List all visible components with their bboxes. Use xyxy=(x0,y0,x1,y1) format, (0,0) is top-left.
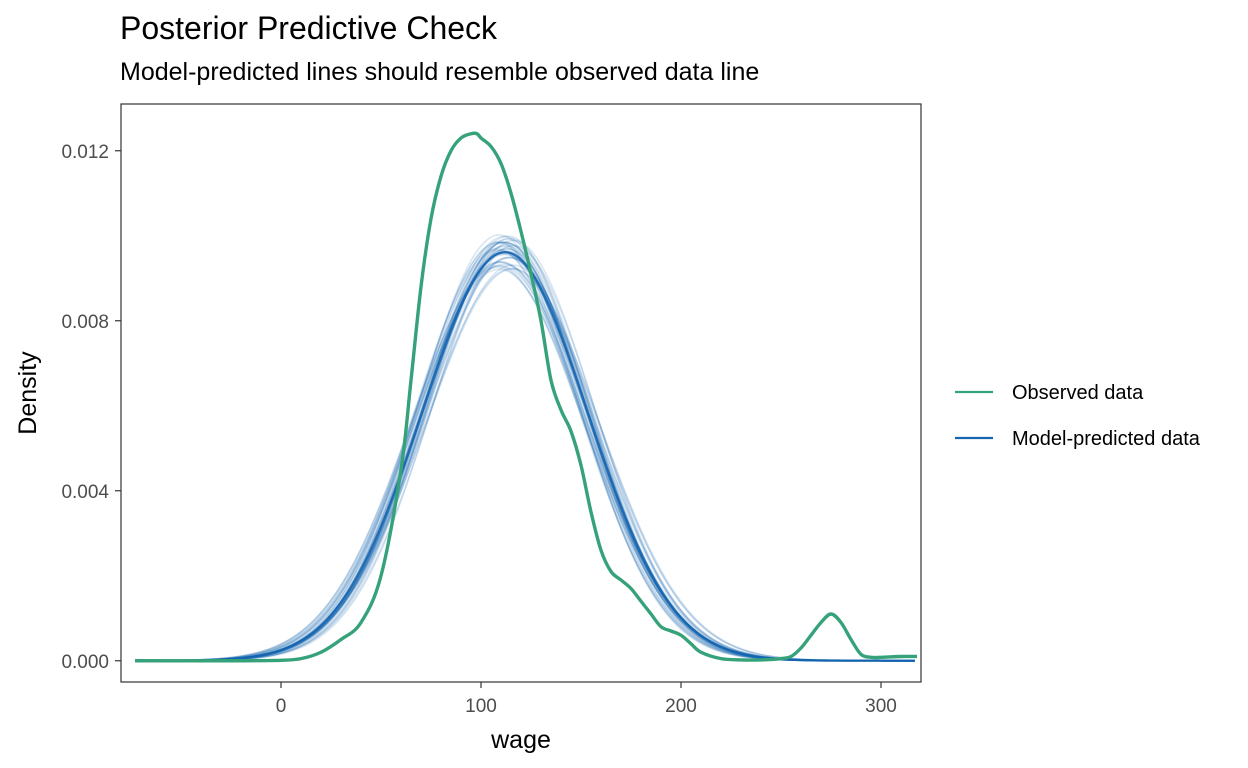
legend-label-predicted: Model-predicted data xyxy=(1012,428,1201,450)
x-axis: 0 100 200 300 xyxy=(276,682,897,717)
y-axis-title: Density xyxy=(14,351,42,435)
y-tick-label: 0.000 xyxy=(61,652,109,673)
y-tick-label: 0.012 xyxy=(61,142,109,163)
y-axis: 0.000 0.004 0.008 0.012 xyxy=(61,142,121,673)
chart-title: Posterior Predictive Check xyxy=(120,10,498,46)
x-axis-title: wage xyxy=(490,726,551,754)
legend-label-observed: Observed data xyxy=(1012,382,1144,404)
observed-line-group xyxy=(134,131,918,663)
x-tick-label: 0 xyxy=(276,696,287,717)
x-tick-label: 200 xyxy=(665,696,697,717)
plot-panel-border xyxy=(120,103,922,683)
y-tick-label: 0.004 xyxy=(61,482,109,503)
observed-density-line xyxy=(134,131,918,663)
legend: Observed data Model-predicted data xyxy=(955,382,1201,450)
x-tick-label: 300 xyxy=(865,696,897,717)
chart-subtitle: Model-predicted lines should resemble ob… xyxy=(120,58,760,86)
plot-background xyxy=(121,104,921,682)
y-tick-label: 0.008 xyxy=(61,312,109,333)
x-tick-label: 100 xyxy=(465,696,497,717)
